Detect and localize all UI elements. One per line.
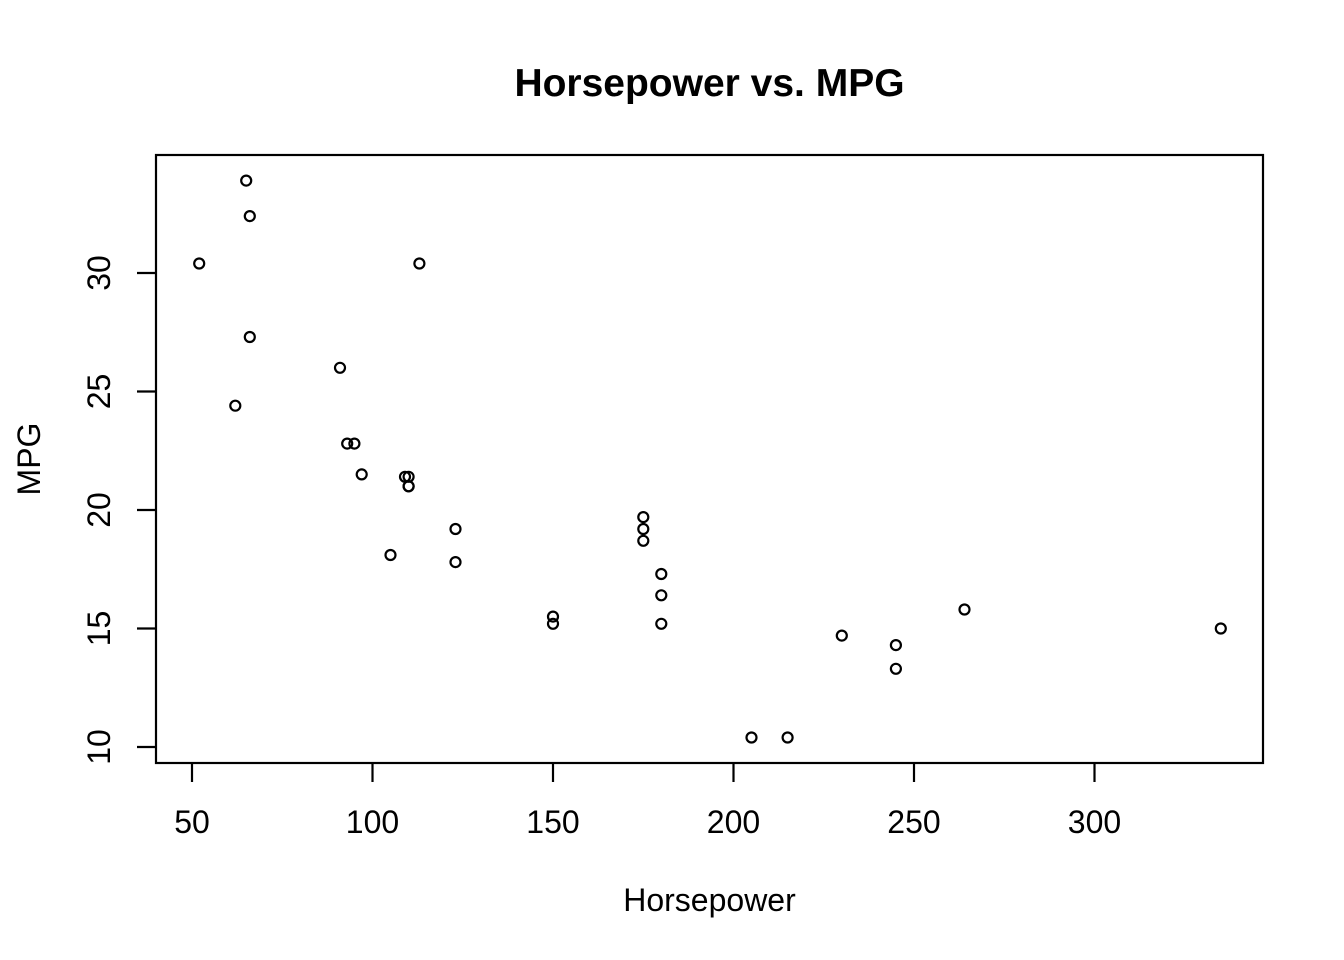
data-point (637, 510, 650, 524)
y-tick-label: 25 (81, 374, 117, 410)
data-point (341, 437, 354, 450)
x-tick-label: 100 (346, 804, 399, 840)
data-point (655, 617, 668, 630)
data-point (229, 399, 242, 412)
data-point (333, 361, 347, 374)
y-tick-label: 20 (81, 492, 117, 528)
x-tick-label: 50 (174, 804, 210, 840)
y-tick-label: 10 (81, 729, 117, 765)
data-point (240, 174, 253, 187)
data-point (637, 534, 650, 547)
data-point (243, 330, 256, 344)
data-point (889, 638, 903, 652)
data-point (655, 589, 668, 602)
data-point (1214, 622, 1227, 635)
data-point (449, 522, 462, 536)
plot-box (154, 153, 1265, 765)
data-point (655, 567, 668, 581)
x-axis: 50 100 150 200 250 300 (174, 763, 1121, 840)
data-point (637, 522, 650, 536)
data-point (889, 662, 903, 675)
data-point (243, 210, 256, 223)
y-axis: 10 15 20 25 30 (81, 255, 156, 765)
x-tick-label: 200 (707, 804, 760, 840)
data-point (546, 617, 560, 630)
data-point (781, 731, 794, 744)
data-point (355, 468, 368, 481)
x-tick-label: 250 (887, 804, 940, 840)
y-tick-label: 30 (81, 255, 117, 291)
data-point (384, 548, 397, 562)
y-tick-label: 15 (81, 611, 117, 647)
data-point (413, 257, 426, 270)
data-point (449, 555, 462, 569)
data-point (546, 610, 560, 623)
x-tick-label: 150 (526, 804, 579, 840)
y-axis-title: MPG (11, 422, 47, 496)
data-point (398, 470, 412, 483)
data-point (193, 257, 206, 270)
x-tick-label: 300 (1068, 804, 1121, 840)
data-point (348, 437, 361, 450)
data-point (402, 470, 415, 483)
data-point (958, 603, 971, 616)
x-axis-title: Horsepower (623, 882, 796, 918)
data-points (193, 174, 1227, 744)
data-point (835, 629, 848, 642)
data-point (745, 731, 758, 744)
chart-title: Horsepower vs. MPG (514, 62, 905, 105)
